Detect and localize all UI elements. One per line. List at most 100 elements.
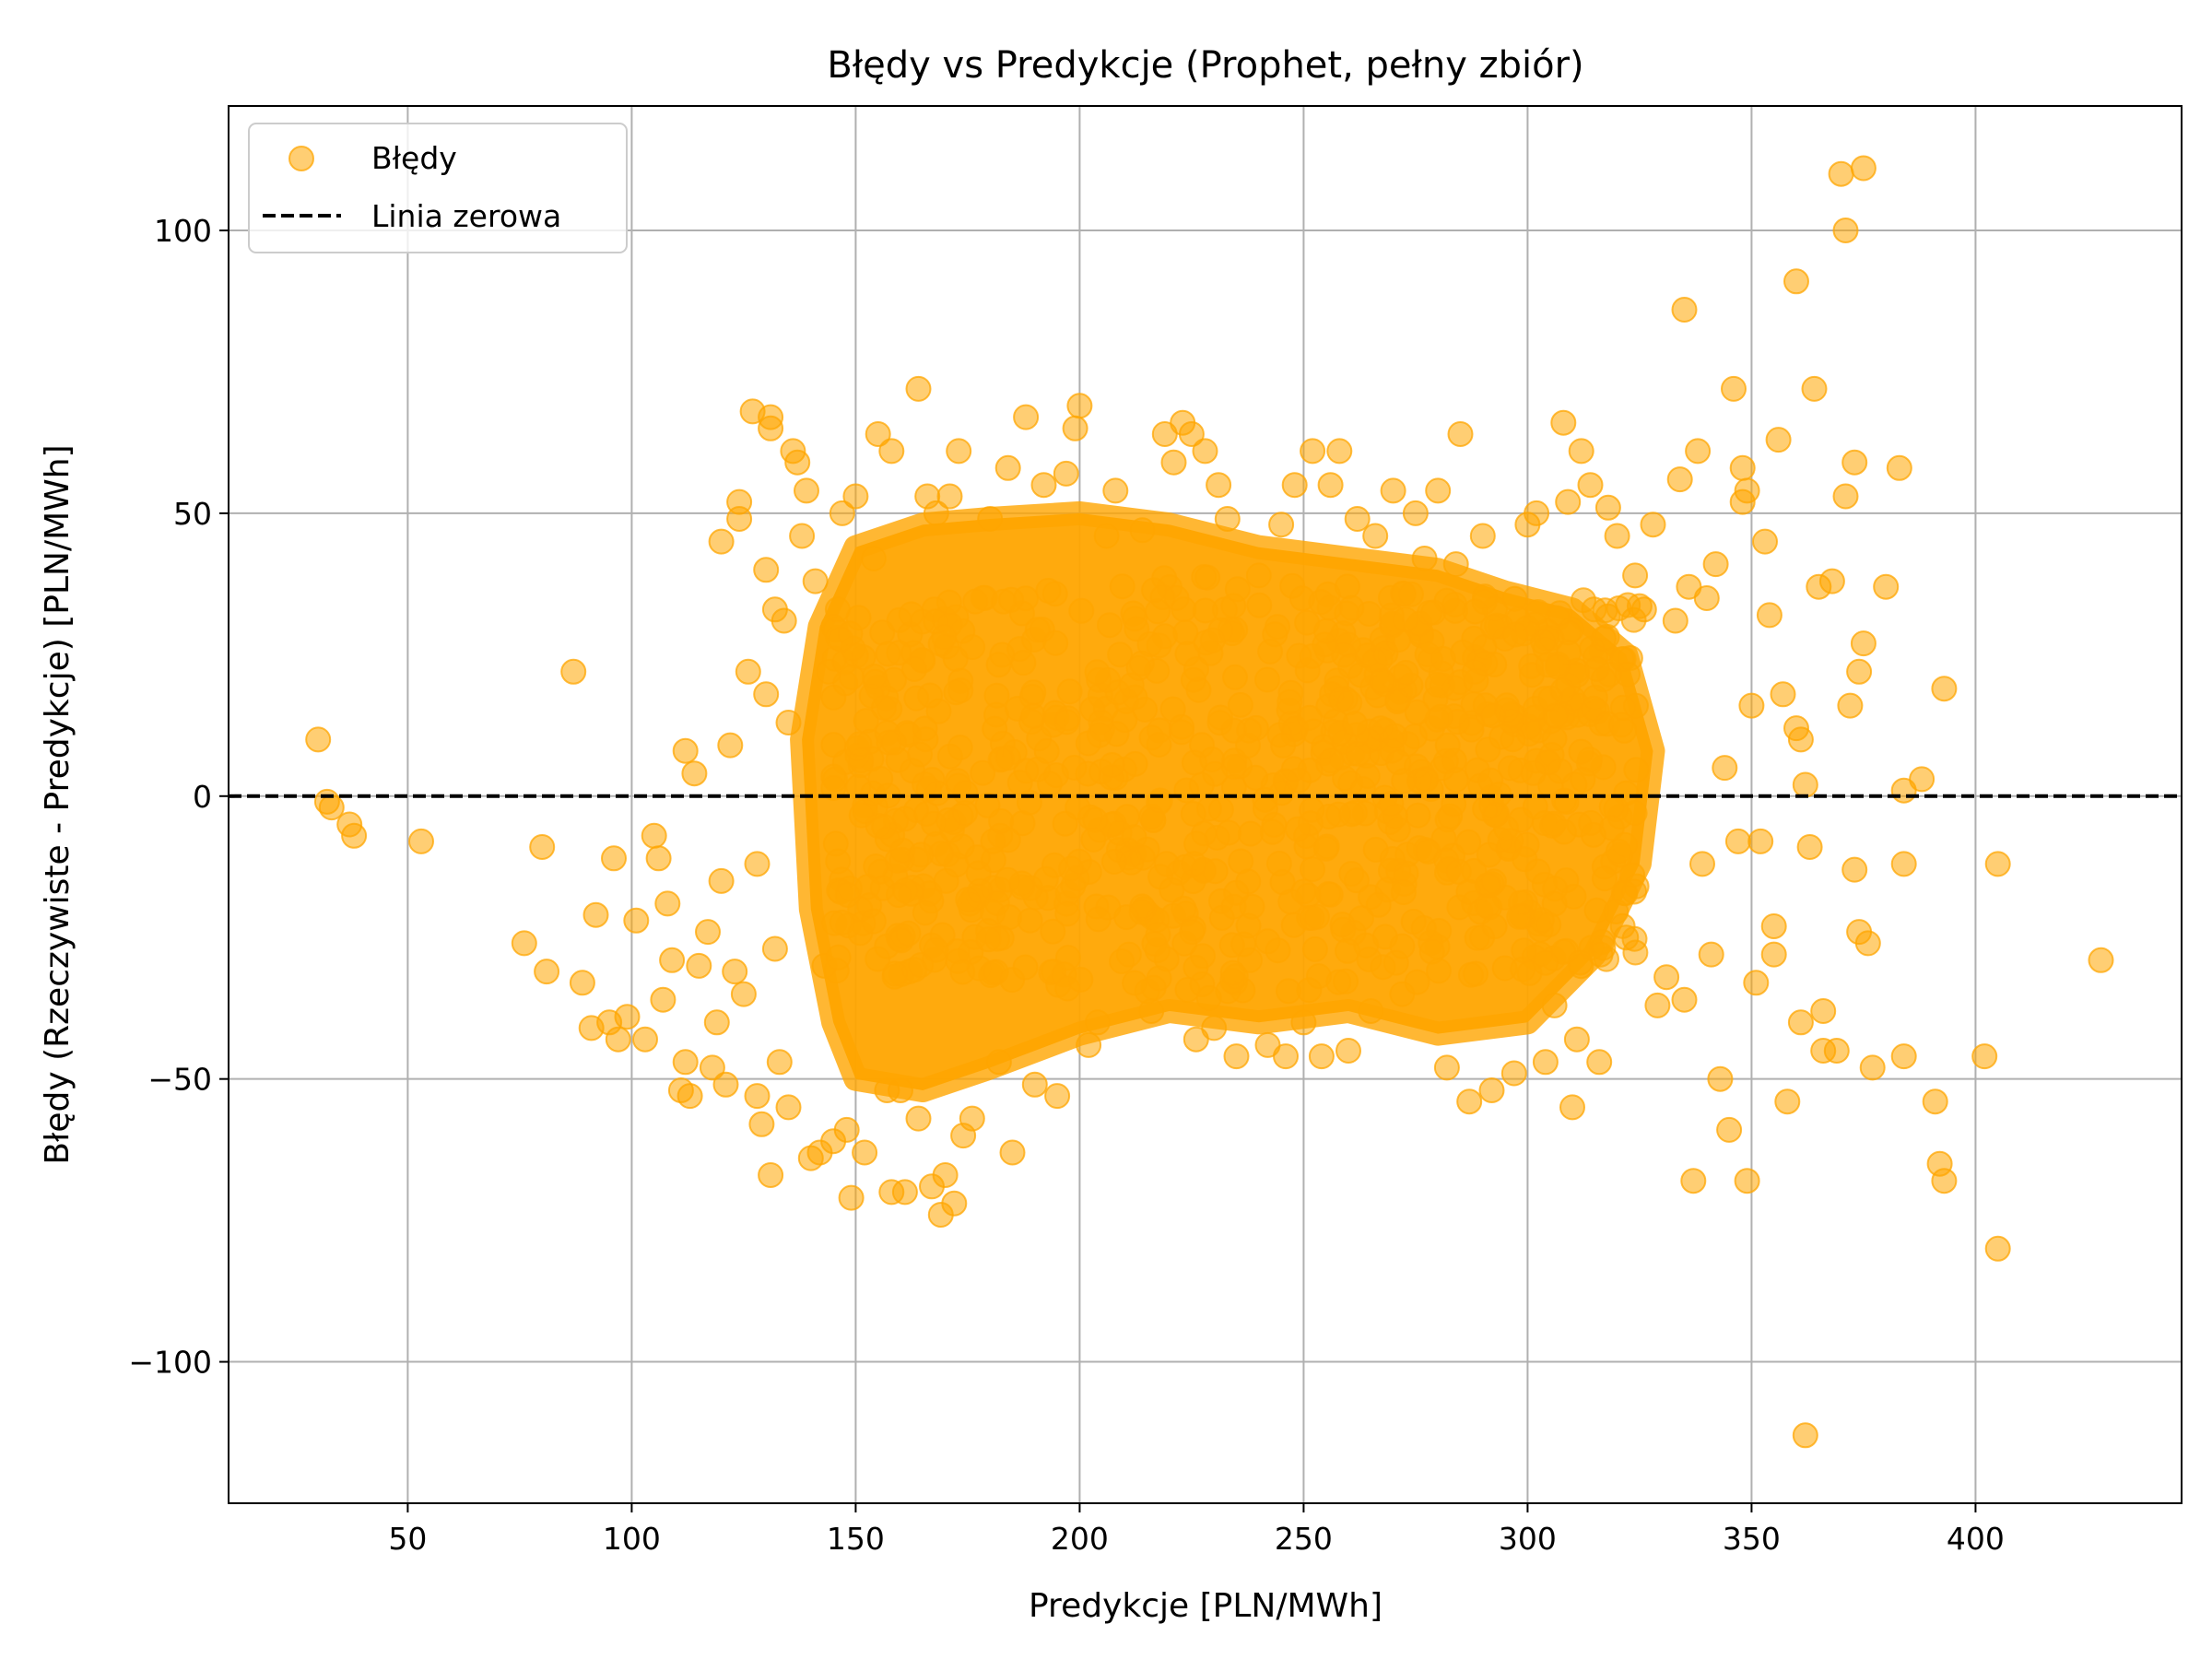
scatter-point-dense [1006,770,1033,796]
scatter-point [1752,528,1778,555]
scatter-point [582,901,609,928]
legend-label-zero-line: Linia zerowa [371,198,561,234]
legend-label-bledy: Błędy [371,140,457,176]
scatter-point-dense [1511,937,1537,964]
scatter-point [1662,607,1688,634]
plot-frame [228,105,2183,1504]
scatter-point-dense [908,952,935,979]
scatter-point [1783,268,1809,295]
scatter-point-dense [1075,760,1101,787]
scatter-point-dense [1128,899,1155,925]
y-axis-label: Błędy (Rzeczywiste - Predykcje) [PLN/MWh… [39,444,76,1164]
x-tick-label: 150 [827,1521,885,1557]
scatter-point-dense [1506,903,1533,930]
scatter-point-dense [1171,895,1197,922]
scatter-point-dense [1147,787,1173,814]
scatter-point-dense [975,926,1002,953]
scatter-point-dense [1261,811,1288,838]
scatter-point [614,1004,641,1030]
scatter-point [1178,421,1205,447]
scatter-point-dense [895,920,922,947]
scatter-point-dense [1218,932,1245,959]
scatter-point [645,845,672,872]
scatter-point-dense [861,664,888,689]
scatter-point [1886,454,1912,481]
scatter-point-dense [998,586,1025,613]
scatter-point [1832,218,1859,243]
scatter-point-dense [1254,666,1280,693]
scatter-point [852,1139,878,1166]
scatter-point-dense [912,715,938,742]
scatter-point-dense [1398,581,1424,607]
scatter-point [1873,573,1900,600]
scatter-point-dense [1390,879,1417,906]
scatter-point-dense [1237,820,1264,847]
scatter-point-dense [1100,849,1127,875]
scatter-point-dense [907,741,934,768]
scatter-point-dense [1587,941,1614,968]
scatter-point-dense [1512,846,1538,873]
scatter-point [712,1071,739,1098]
scatter-point [1828,160,1854,187]
scatter-point-dense [936,743,963,770]
scatter-point [1832,483,1859,510]
scatter-point [1577,472,1604,499]
scatter-point-dense [1219,959,1246,986]
scatter-point [659,947,686,973]
scatter-point-dense [1020,702,1047,729]
scatter-point [529,834,556,860]
scatter-point-dense [1171,596,1197,623]
scatter-point-dense [1477,767,1504,794]
x-tick-label: 50 [388,1521,427,1557]
scatter-point [1787,1009,1814,1036]
scatter-point [865,421,891,447]
scatter-point [1765,427,1792,453]
scatter-point [1559,1094,1585,1121]
scatter-point [1984,1235,2011,1262]
scatter-point [1890,851,1917,877]
scatter-point [654,890,681,917]
scatter-point-dense [1547,758,1573,784]
scatter-point-dense [1199,627,1226,653]
scatter-point [1841,856,1868,883]
scatter-point-dense [863,853,889,879]
scatter-point-dense [886,882,912,909]
y-tick-label: 100 [154,213,212,249]
scatter-point [1281,472,1308,499]
scatter-point [1223,1043,1250,1070]
scatter-point-dense [1598,815,1625,841]
scatter-point [1702,551,1729,578]
scatter-point-dense [1335,937,1360,964]
scatter-point [932,1162,959,1188]
scatter-point-dense [1235,868,1262,895]
scatter-point [1030,472,1057,499]
scatter-point-dense [1216,819,1242,846]
scatter-point [766,1049,793,1076]
legend-box [248,123,628,253]
scatter-point [677,1083,703,1110]
scatter-point [1192,438,1218,465]
scatter-point [722,959,748,985]
scatter-point [936,483,963,510]
scatter-point [1206,472,1232,499]
scatter-point [1734,1168,1760,1194]
scatter-point [1653,964,1680,991]
scatter-point-dense [1334,573,1360,600]
scatter-point [1810,998,1837,1024]
scatter-point-dense [1338,594,1365,621]
scatter-point [905,375,932,402]
scatter-point-dense [1338,861,1365,887]
scatter-point [1604,523,1630,549]
scatter-point-dense [1174,641,1201,667]
scatter-point-dense [1181,851,1207,877]
scatter-point-dense [1122,750,1148,777]
scatter-point [1770,681,1796,708]
scatter-point-dense [1462,598,1488,625]
scatter-point [1931,1168,1958,1194]
scatter-point [1402,500,1429,526]
scatter-point-dense [1068,597,1095,624]
scatter-point-dense [1583,655,1610,682]
scatter-point-dense [1325,801,1352,828]
scatter-point-dense [1132,696,1159,723]
scatter-point [672,1049,699,1076]
